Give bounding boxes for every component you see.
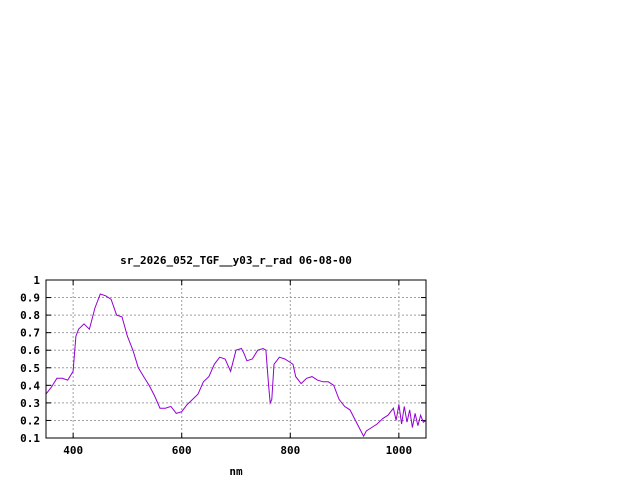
y-tick-label: 0.7 xyxy=(20,327,40,340)
x-tick-label: 400 xyxy=(63,444,83,457)
y-tick-label: 1 xyxy=(33,274,40,287)
y-tick-label: 0.6 xyxy=(20,344,40,357)
series-line xyxy=(45,293,427,438)
y-tick-label: 0.4 xyxy=(20,379,40,392)
grid xyxy=(46,280,426,438)
y-tick-label: 0.5 xyxy=(20,362,40,375)
y-tick-label: 0.8 xyxy=(20,309,40,322)
y-tick-label: 0.2 xyxy=(20,414,40,427)
chart-title: sr_2026_052_TGF__y03_r_rad 06-08-00 xyxy=(120,254,352,267)
plot-frame xyxy=(45,279,427,439)
y-tick-label: 0.1 xyxy=(20,432,40,445)
axis-ticks: 0.1 0.2 0.3 0.4 0.5 0.6 0.7 0.8 0.9 1 400 600 800 100… xyxy=(20,274,426,457)
x-tick-label: 600 xyxy=(172,444,192,457)
x-tick-label: 1000 xyxy=(386,444,413,457)
x-tick-label: 800 xyxy=(280,444,300,457)
series-group xyxy=(45,293,427,438)
x-axis-label: nm xyxy=(229,465,243,478)
y-tick-label: 0.9 xyxy=(20,292,40,305)
y-tick-label: 0.3 xyxy=(20,397,40,410)
